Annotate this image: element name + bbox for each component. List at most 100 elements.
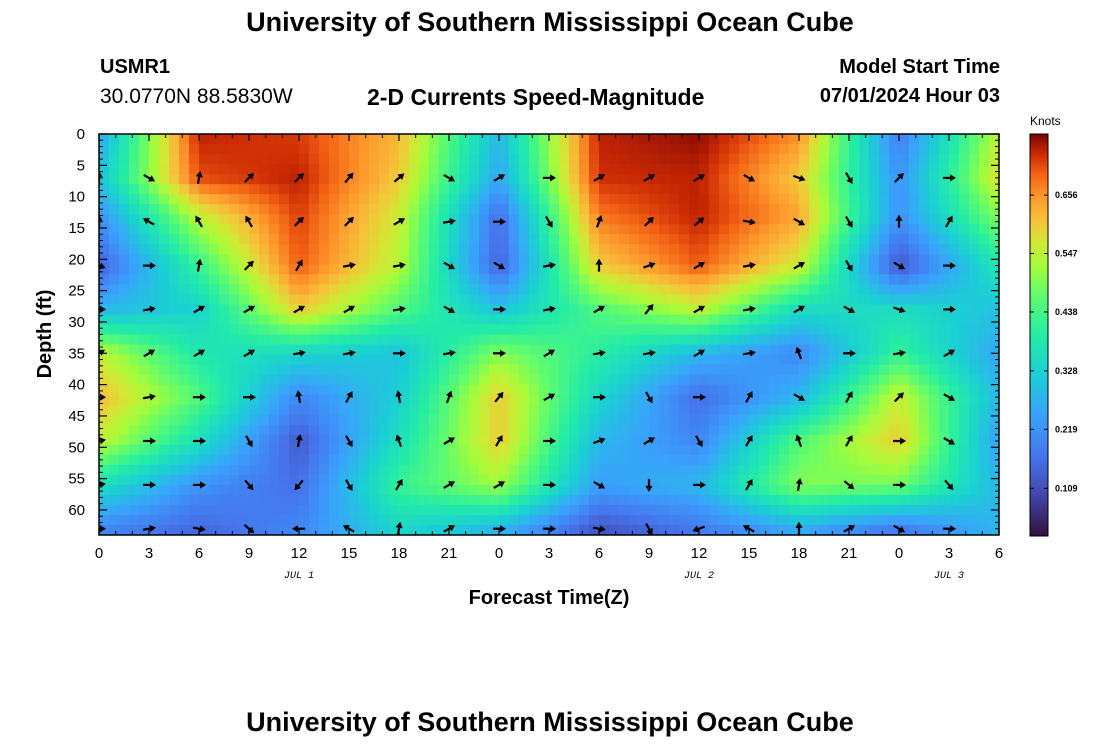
heat-cell	[179, 134, 190, 145]
current-arrow	[593, 305, 606, 314]
heat-cell	[459, 154, 470, 165]
heat-cell	[269, 254, 280, 265]
heat-cell	[849, 424, 860, 436]
heat-cell	[409, 324, 420, 336]
heat-cell	[379, 514, 390, 526]
arrow-head	[948, 349, 956, 356]
heat-cell	[209, 244, 220, 255]
heat-cell	[569, 244, 580, 255]
heat-cell	[309, 304, 320, 316]
arrow-head	[396, 478, 403, 486]
heat-cell	[829, 484, 840, 496]
heat-cell	[789, 244, 800, 255]
heat-cell	[449, 274, 460, 285]
heat-cell	[119, 474, 130, 486]
heat-cell	[339, 144, 350, 155]
heat-cell	[829, 394, 840, 406]
heat-cell	[489, 204, 500, 215]
heat-cell	[769, 174, 780, 185]
heat-cell	[869, 374, 880, 386]
heat-cell	[189, 364, 200, 376]
current-arrow	[395, 390, 403, 404]
heat-cell	[569, 454, 580, 466]
heat-cell	[429, 234, 440, 245]
current-arrow	[543, 174, 556, 182]
heat-cell	[469, 204, 480, 215]
heat-cell	[299, 444, 310, 456]
heat-cell	[949, 184, 960, 195]
heat-cell	[589, 394, 600, 406]
heat-cell	[709, 394, 720, 406]
heat-cell	[139, 464, 150, 476]
heat-cell	[499, 514, 510, 526]
heat-cell	[459, 434, 470, 446]
arrow-head	[496, 434, 503, 442]
heat-cell	[619, 294, 630, 306]
heat-cell	[839, 464, 850, 476]
heat-cell	[759, 254, 770, 265]
arrow-head	[698, 349, 706, 356]
heat-cell	[969, 204, 980, 215]
heat-cell	[359, 164, 370, 175]
heat-cell	[509, 154, 520, 165]
heat-cell	[759, 334, 770, 346]
heat-cell	[529, 374, 540, 386]
arrow-head	[795, 434, 803, 442]
heat-cell	[239, 514, 250, 526]
heat-cell	[729, 404, 740, 416]
current-arrow	[193, 481, 206, 489]
heat-cell	[349, 144, 360, 155]
heat-cell	[779, 234, 790, 245]
heat-cell	[639, 394, 650, 406]
heat-cell	[469, 264, 480, 275]
heat-cell	[329, 244, 340, 255]
heat-cell	[759, 384, 770, 396]
heat-cell	[979, 354, 990, 366]
current-arrow	[495, 434, 503, 447]
heat-cell	[879, 194, 890, 205]
current-arrow	[245, 215, 253, 228]
heat-cell	[959, 224, 970, 235]
heat-cell	[609, 314, 620, 326]
arrow-head	[698, 305, 706, 313]
heat-cell	[309, 324, 320, 336]
heat-cell	[669, 524, 680, 535]
heat-cell	[579, 384, 590, 396]
heat-cell	[519, 264, 530, 275]
heat-cell	[729, 214, 740, 225]
current-arrow	[693, 305, 706, 314]
heat-cell	[929, 514, 940, 526]
heat-cell	[659, 444, 670, 456]
heat-cell	[679, 464, 690, 476]
heat-cell	[279, 134, 290, 145]
heat-cell	[949, 424, 960, 436]
heat-cell	[839, 354, 850, 366]
heat-cell	[589, 304, 600, 316]
heat-cell	[909, 424, 920, 436]
heat-cell	[459, 504, 470, 516]
heat-cell	[659, 144, 670, 155]
heat-cell	[659, 394, 670, 406]
heat-cell	[319, 374, 330, 386]
heat-cell	[329, 444, 340, 456]
heat-cell	[109, 284, 120, 296]
heat-cell	[749, 164, 760, 175]
heat-cell	[919, 184, 930, 195]
heat-cell	[239, 344, 250, 356]
heat-cell	[219, 464, 230, 476]
heat-cell	[479, 524, 490, 535]
heat-cell	[579, 524, 590, 535]
heat-cell	[719, 494, 730, 506]
heat-cell	[369, 504, 380, 516]
heat-cell	[669, 314, 680, 326]
heat-cell	[979, 224, 990, 235]
heat-cell	[339, 424, 350, 436]
heat-cell	[469, 494, 480, 506]
heat-cell	[399, 404, 410, 416]
heat-cell	[379, 354, 390, 366]
current-arrow	[543, 525, 556, 533]
heat-cell	[189, 394, 200, 406]
heat-cell	[759, 514, 770, 526]
heat-cell	[979, 234, 990, 245]
heat-cell	[819, 474, 830, 486]
